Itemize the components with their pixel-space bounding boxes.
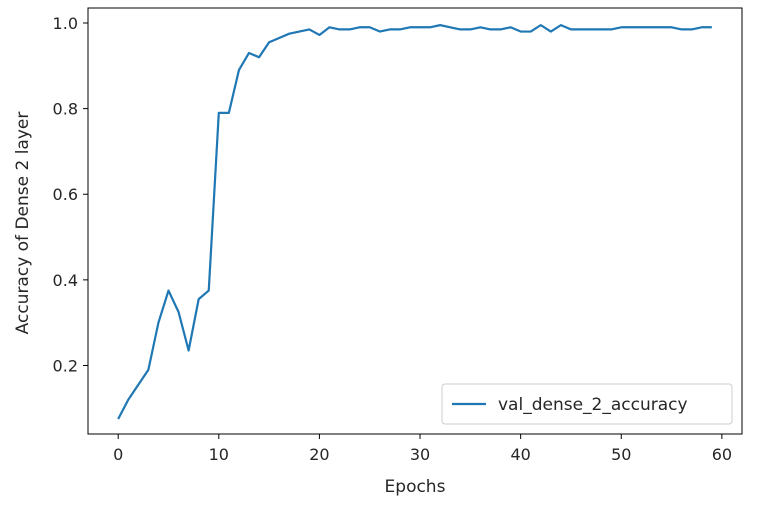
x-tick-label: 60 — [712, 445, 732, 464]
legend-label: val_dense_2_accuracy — [498, 395, 688, 415]
x-tick-label: 30 — [410, 445, 430, 464]
x-tick-label: 10 — [209, 445, 229, 464]
y-tick-label: 0.2 — [53, 356, 78, 375]
x-tick-label: 40 — [510, 445, 530, 464]
y-tick-label: 0.8 — [53, 100, 78, 119]
legend-box — [441, 383, 733, 425]
plot-area — [117, 24, 712, 420]
x-tick-label: 50 — [611, 445, 631, 464]
y-axis-label: Accuracy of Dense 2 layer — [13, 112, 33, 335]
legend: val_dense_2_accuracy — [441, 383, 733, 425]
axes: 0 10 20 30 40 50 60 0.2 0.4 0.6 0.8 1.0 — [53, 7, 743, 464]
x-axis-label: Epochs — [385, 477, 446, 497]
y-tick-label: 1.0 — [53, 14, 78, 33]
x-tick-label: 20 — [309, 445, 329, 464]
y-tick-label: 0.4 — [53, 271, 78, 290]
series-line-0 — [117, 24, 712, 420]
y-tick-label: 0.6 — [53, 185, 78, 204]
axes-frame — [87, 7, 743, 435]
x-tick-label: 0 — [113, 445, 123, 464]
